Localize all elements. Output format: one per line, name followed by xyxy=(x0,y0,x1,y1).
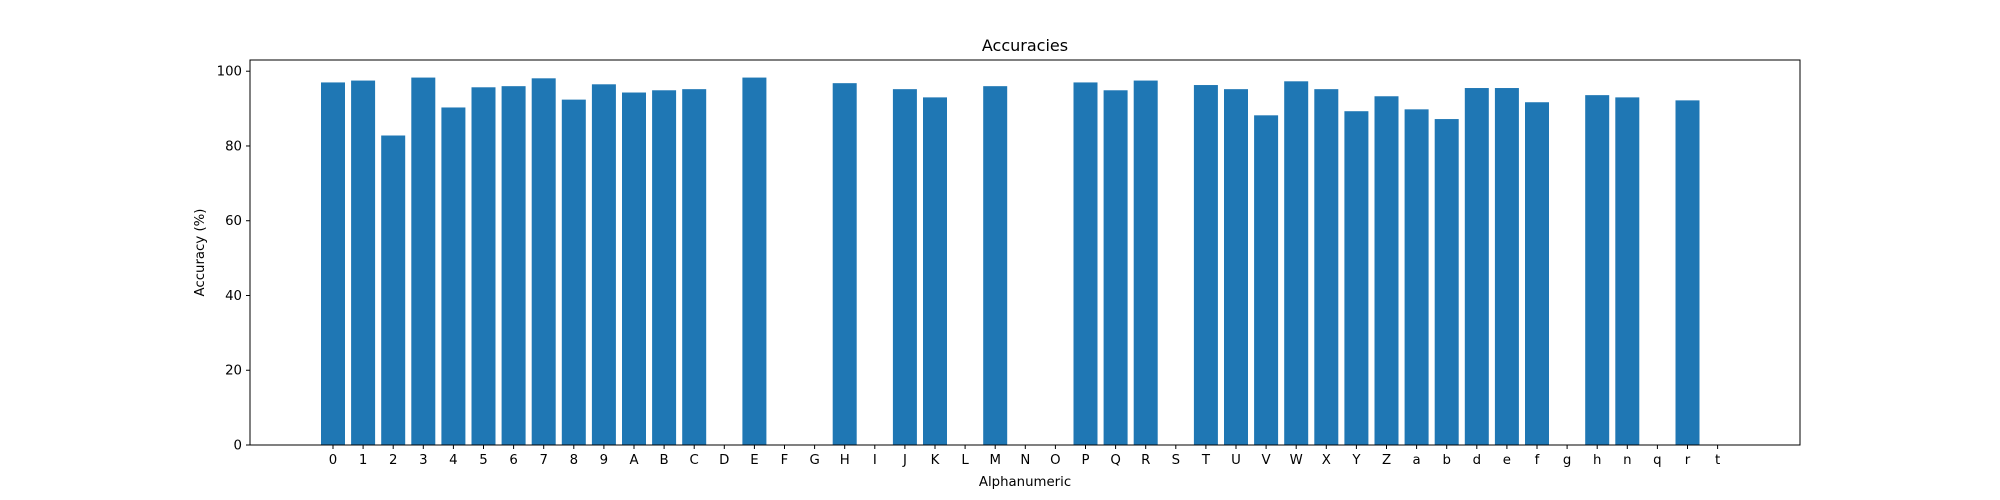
bar-M xyxy=(983,86,1008,446)
x-tick-label: q xyxy=(1653,453,1661,468)
bar-0 xyxy=(321,82,345,446)
x-tick-label: r xyxy=(1685,453,1691,468)
y-axis: 0 20 40 60 80 100 xyxy=(217,65,250,454)
x-tick-label: O xyxy=(1050,453,1060,468)
x-tick-label: F xyxy=(781,453,789,468)
y-tick-label: 60 xyxy=(225,214,242,229)
x-tick-label: t xyxy=(1715,453,1720,468)
bar-2 xyxy=(381,135,406,445)
x-tick-label: 3 xyxy=(419,453,427,468)
bar-Q xyxy=(1103,90,1128,445)
x-tick-label: f xyxy=(1535,453,1540,468)
x-tick-label: W xyxy=(1290,453,1303,468)
bar-3 xyxy=(411,77,436,445)
bar-Z xyxy=(1374,96,1399,445)
x-tick-label: a xyxy=(1413,453,1421,468)
y-tick-label: 20 xyxy=(225,364,242,379)
x-tick-label: 9 xyxy=(600,453,608,468)
x-tick-label: 2 xyxy=(389,453,397,468)
x-tick-label: 5 xyxy=(479,453,487,468)
x-tick-label: g xyxy=(1563,453,1571,468)
bar-r xyxy=(1675,100,1700,446)
x-tick-label: C xyxy=(690,453,699,468)
x-tick-label: 4 xyxy=(449,453,457,468)
bar-X xyxy=(1314,89,1339,445)
bar-4 xyxy=(441,107,466,445)
x-tick-label: V xyxy=(1262,453,1271,468)
bar-K xyxy=(923,97,947,445)
y-axis-title: Accuracy (%) xyxy=(193,209,208,297)
bar-B xyxy=(652,90,677,445)
bar-U xyxy=(1224,89,1248,445)
x-tick-label: Z xyxy=(1382,453,1391,468)
bar-f xyxy=(1525,102,1549,446)
x-tick-label: I xyxy=(873,453,877,468)
x-tick-label: L xyxy=(961,453,969,468)
x-tick-label: 7 xyxy=(539,453,547,468)
bar-E xyxy=(742,77,767,445)
bar-5 xyxy=(471,87,496,445)
x-tick-label: P xyxy=(1081,453,1089,468)
bar-b xyxy=(1434,119,1459,445)
bar-h xyxy=(1585,95,1610,445)
y-tick-label: 0 xyxy=(234,439,242,454)
bar-H xyxy=(832,83,857,446)
bar-J xyxy=(892,89,917,445)
x-tick-label: B xyxy=(660,453,669,468)
bar-T xyxy=(1193,85,1218,445)
bar-d xyxy=(1464,88,1489,445)
x-tick-label: U xyxy=(1231,453,1241,468)
x-tick-label: b xyxy=(1442,453,1450,468)
x-tick-label: K xyxy=(931,453,940,468)
x-tick-label: h xyxy=(1593,453,1601,468)
x-tick-label: A xyxy=(629,453,638,468)
y-tick-label: 80 xyxy=(225,139,242,154)
bar-1 xyxy=(351,80,376,445)
bar-e xyxy=(1494,88,1519,445)
bar-Y xyxy=(1344,111,1369,446)
x-tick-label: S xyxy=(1172,453,1180,468)
bar-a xyxy=(1404,109,1429,445)
y-tick-label: 40 xyxy=(225,289,242,304)
bars-layer xyxy=(321,77,1700,446)
x-tick-label: T xyxy=(1201,453,1211,468)
x-tick-label: G xyxy=(809,453,819,468)
plot-frame xyxy=(249,59,1801,446)
x-tick-label: n xyxy=(1623,453,1631,468)
x-tick-label: D xyxy=(719,453,729,468)
bar-6 xyxy=(501,86,526,446)
x-tick-label: e xyxy=(1503,453,1511,468)
x-tick-label: 1 xyxy=(359,453,367,468)
x-tick-label: 6 xyxy=(509,453,517,468)
x-tick-label: Y xyxy=(1351,453,1361,468)
bar-7 xyxy=(531,78,556,445)
x-tick-label: 0 xyxy=(329,453,337,468)
x-axis-title: Alphanumeric xyxy=(979,475,1071,490)
bar-P xyxy=(1073,82,1098,446)
bar-V xyxy=(1254,115,1279,445)
bar-R xyxy=(1133,80,1158,445)
bar-8 xyxy=(561,99,586,446)
x-tick-label: H xyxy=(840,453,850,468)
x-tick-label: E xyxy=(750,453,758,468)
x-tick-label: M xyxy=(989,453,1000,468)
bar-C xyxy=(682,89,707,445)
bar-9 xyxy=(591,84,616,446)
bar-A xyxy=(622,92,646,446)
y-tick-label: 100 xyxy=(217,65,242,80)
x-tick-label: 8 xyxy=(570,453,578,468)
x-tick-label: Q xyxy=(1110,453,1120,468)
bar-W xyxy=(1284,81,1309,445)
x-tick-label: d xyxy=(1473,453,1481,468)
x-tick-label: N xyxy=(1020,453,1030,468)
x-tick-label: R xyxy=(1141,453,1150,468)
bar-n xyxy=(1615,97,1640,445)
chart-title: Accuracies xyxy=(982,36,1068,55)
x-tick-label: J xyxy=(902,453,907,468)
x-tick-label: X xyxy=(1322,453,1331,468)
